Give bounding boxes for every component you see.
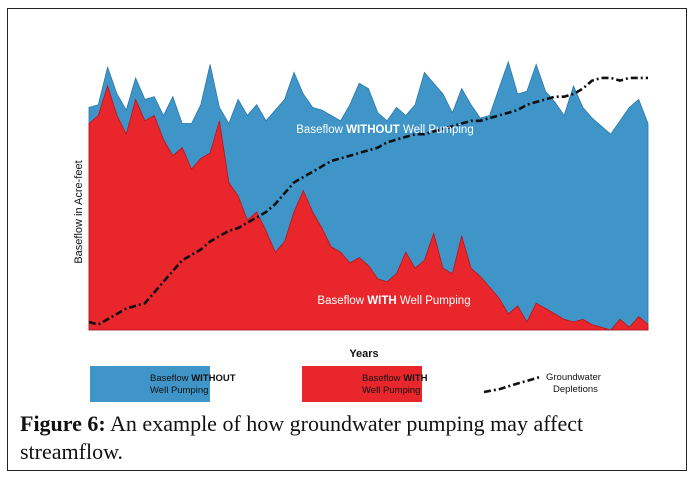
series-with-area xyxy=(88,84,649,331)
legend-with-line2: Well Pumping xyxy=(362,385,420,396)
legend-line1-prefix: Baseflow xyxy=(150,373,191,384)
annotation-suffix: Well Pumping xyxy=(397,295,471,307)
legend-line1-bold: WITH xyxy=(403,373,427,384)
legend-without-line1: Baseflow WITHOUT xyxy=(150,373,236,384)
annotation-bold: WITH xyxy=(367,295,396,307)
legend-without-swatch xyxy=(90,366,210,402)
annotation-with: Baseflow WITH Well Pumping xyxy=(317,295,470,307)
annotation-bold: WITHOUT xyxy=(346,124,400,136)
y-axis-label: Baseflow in Acre-feet xyxy=(73,160,85,263)
legend-depletion-swatch xyxy=(483,375,541,394)
x-axis-label: Years xyxy=(349,348,378,360)
legend-without-line2: Well Pumping xyxy=(150,385,208,396)
annotation-without: Baseflow WITHOUT Well Pumping xyxy=(296,124,473,136)
legend-line1-prefix: Baseflow xyxy=(362,373,403,384)
chart: Baseflow in Acre-feet Years Baseflow WIT… xyxy=(73,60,649,402)
legend-with-swatch xyxy=(302,366,422,402)
legend-with-line1: Baseflow WITH xyxy=(362,373,428,384)
annotation-suffix: Well Pumping xyxy=(400,124,474,136)
legend-depletion-line2: Depletions xyxy=(553,384,598,395)
caption-text: An example of how groundwater pumping ma… xyxy=(20,411,584,464)
caption-label: Figure 6: xyxy=(20,411,106,436)
legend-depletion-line1: Groundwater xyxy=(546,372,601,383)
figure-caption: Figure 6: An example of how groundwater … xyxy=(20,410,685,466)
legend-line1-bold: WITHOUT xyxy=(191,373,236,384)
annotation-prefix: Baseflow xyxy=(317,295,367,307)
annotation-prefix: Baseflow xyxy=(296,124,346,136)
